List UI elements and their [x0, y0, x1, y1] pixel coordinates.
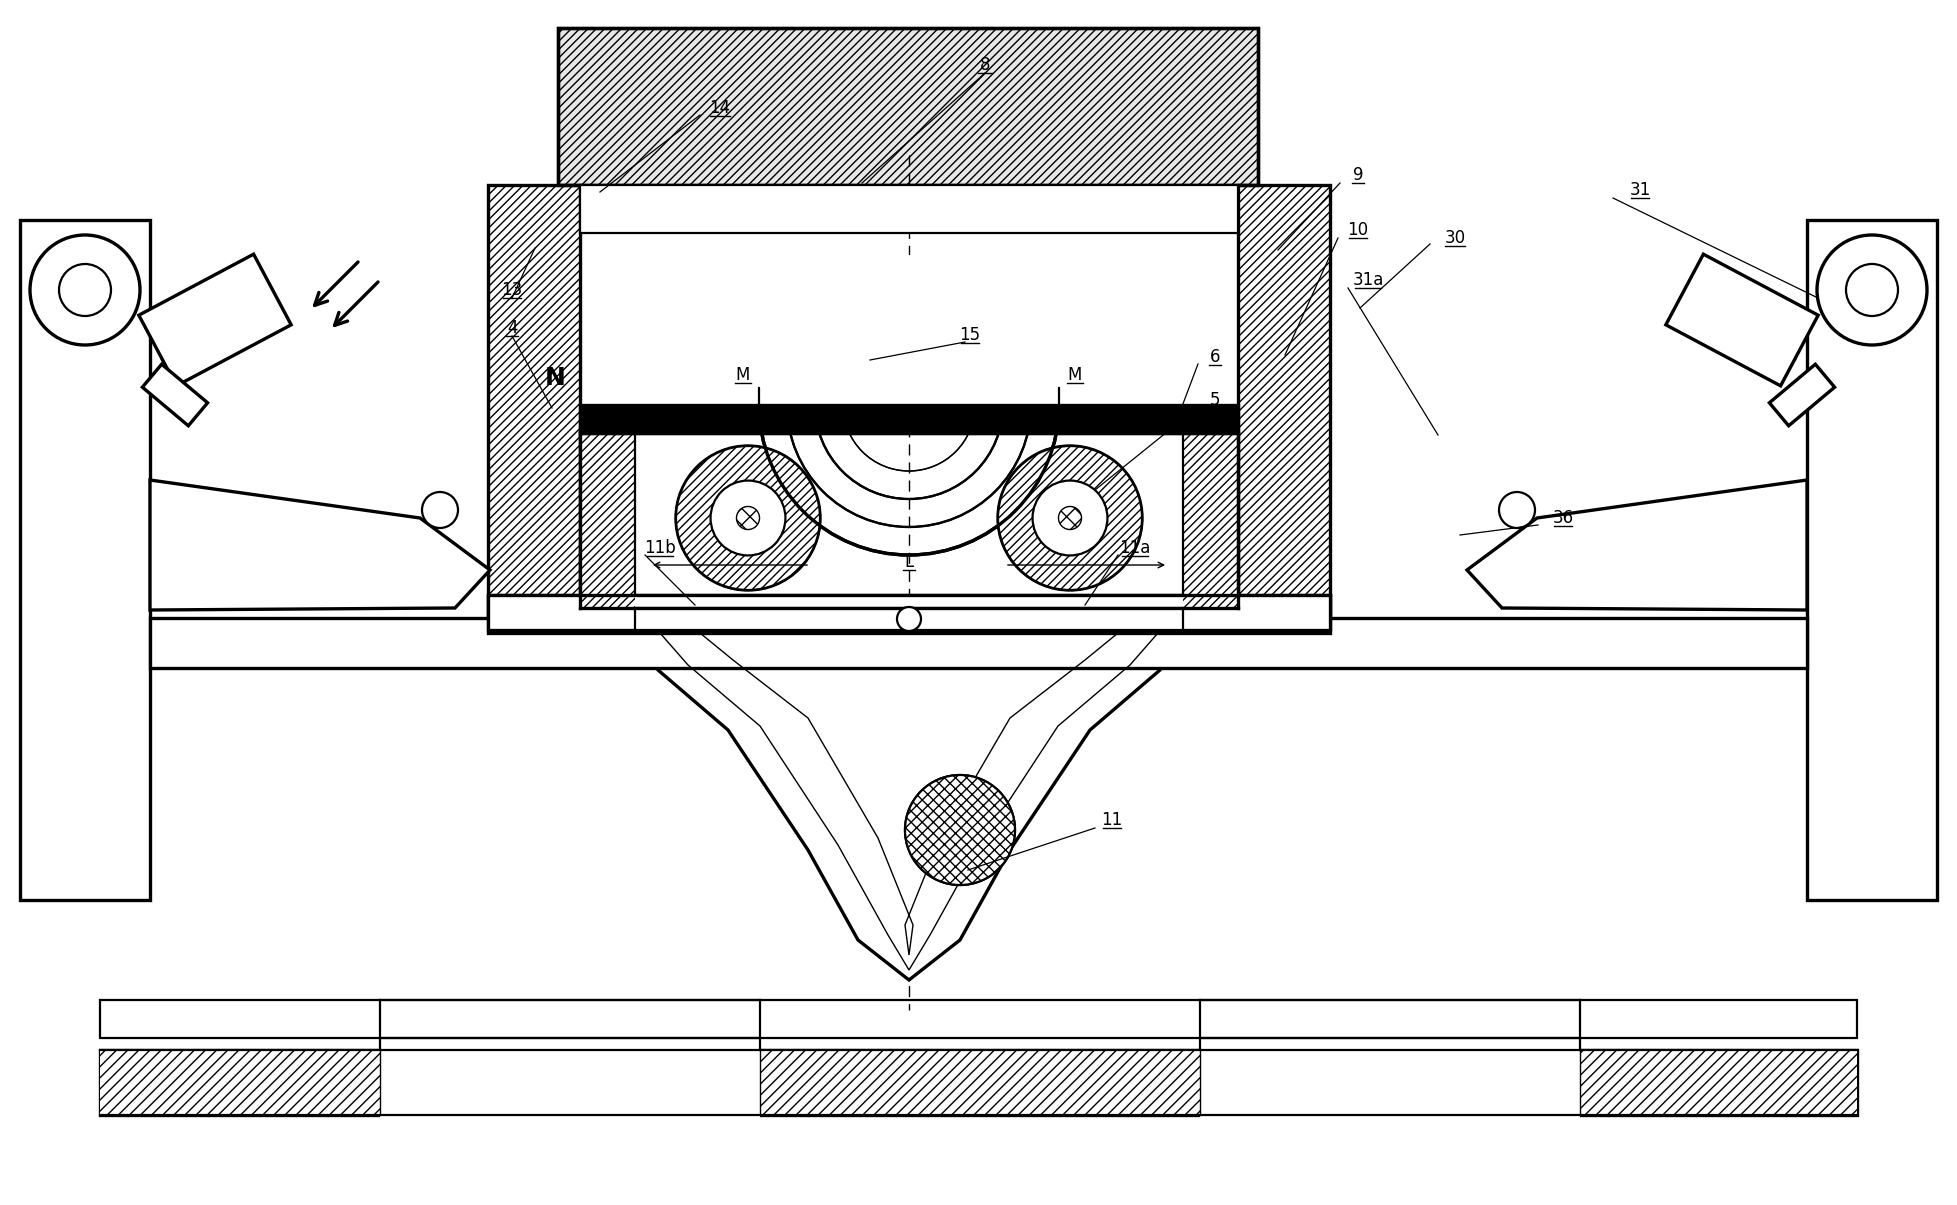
Circle shape	[736, 506, 759, 529]
Bar	[1200, 1048, 1579, 1118]
Polygon shape	[634, 633, 1182, 980]
Polygon shape	[1665, 254, 1818, 386]
Bar	[380, 1048, 759, 1118]
Text: 11b: 11b	[644, 539, 675, 557]
Bar	[1806, 221, 1937, 900]
Text: 13: 13	[501, 281, 523, 299]
Text: 14: 14	[710, 99, 730, 117]
Bar	[487, 595, 1331, 630]
Polygon shape	[151, 480, 489, 610]
Circle shape	[896, 607, 922, 631]
Circle shape	[29, 235, 141, 345]
Circle shape	[710, 481, 785, 556]
Circle shape	[904, 775, 1016, 884]
Bar	[558, 28, 1258, 186]
Polygon shape	[1468, 480, 1806, 610]
Text: L: L	[904, 553, 914, 571]
Circle shape	[1059, 506, 1082, 529]
Bar	[487, 186, 579, 615]
Bar	[1182, 433, 1239, 609]
Bar	[100, 1050, 1857, 1115]
Text: 30: 30	[1444, 229, 1466, 247]
Text: M: M	[736, 366, 750, 384]
Circle shape	[1816, 235, 1928, 345]
Text: 11a: 11a	[1119, 539, 1151, 557]
Bar	[151, 618, 1806, 668]
Text: 31: 31	[1630, 181, 1650, 199]
Bar	[1239, 186, 1331, 615]
Text: 15: 15	[959, 327, 980, 343]
Bar	[579, 186, 1239, 233]
Polygon shape	[1761, 310, 1806, 372]
Circle shape	[998, 446, 1143, 590]
Circle shape	[675, 446, 820, 590]
Polygon shape	[759, 255, 1059, 405]
Bar	[579, 433, 634, 609]
Bar	[487, 186, 579, 615]
Text: 8: 8	[980, 55, 990, 74]
Circle shape	[1033, 481, 1108, 556]
Circle shape	[675, 446, 820, 590]
Bar	[634, 609, 1182, 630]
Text: 10: 10	[1348, 221, 1368, 239]
Bar	[1239, 186, 1331, 615]
Text: 9: 9	[1352, 166, 1364, 184]
Circle shape	[423, 492, 458, 528]
Text: 4: 4	[507, 319, 517, 337]
Bar	[100, 1000, 1857, 1038]
Bar	[579, 433, 634, 609]
Polygon shape	[139, 254, 292, 386]
Text: N: N	[544, 366, 566, 390]
Polygon shape	[143, 364, 207, 425]
Text: 36: 36	[1552, 509, 1573, 527]
Text: 5: 5	[1209, 390, 1221, 408]
Bar	[487, 595, 1331, 633]
Text: M: M	[1069, 366, 1082, 384]
Bar	[558, 28, 1258, 186]
Bar	[100, 1050, 1857, 1115]
Polygon shape	[151, 310, 196, 372]
Text: 31a: 31a	[1352, 271, 1384, 289]
Circle shape	[1845, 264, 1898, 316]
Circle shape	[904, 775, 1016, 884]
Text: 6: 6	[1209, 348, 1221, 366]
Circle shape	[1499, 492, 1534, 528]
Bar	[20, 221, 151, 900]
Circle shape	[59, 264, 112, 316]
Bar	[579, 405, 1239, 433]
Bar	[558, 28, 1258, 186]
Bar	[100, 1050, 1857, 1115]
Bar	[1182, 433, 1239, 609]
Text: 11: 11	[1102, 811, 1123, 829]
Polygon shape	[1769, 364, 1834, 425]
Circle shape	[998, 446, 1143, 590]
